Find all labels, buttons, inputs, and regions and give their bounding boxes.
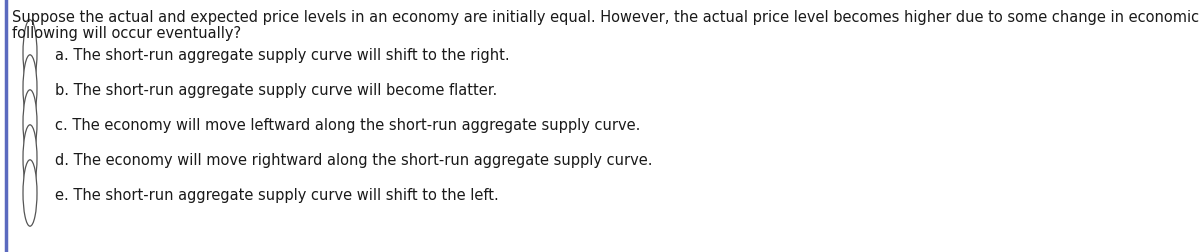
- Ellipse shape: [23, 56, 37, 122]
- Text: e. The short-run aggregate supply curve will shift to the left.: e. The short-run aggregate supply curve …: [55, 187, 499, 202]
- Text: d. The economy will move rightward along the short-run aggregate supply curve.: d. The economy will move rightward along…: [55, 152, 653, 167]
- Ellipse shape: [23, 160, 37, 226]
- Text: a. The short-run aggregate supply curve will shift to the right.: a. The short-run aggregate supply curve …: [55, 48, 510, 63]
- Text: c. The economy will move leftward along the short-run aggregate supply curve.: c. The economy will move leftward along …: [55, 117, 641, 133]
- Ellipse shape: [23, 125, 37, 192]
- Text: Suppose the actual and expected price levels in an economy are initially equal. : Suppose the actual and expected price le…: [12, 10, 1200, 25]
- Ellipse shape: [23, 21, 37, 87]
- Text: b. The short-run aggregate supply curve will become flatter.: b. The short-run aggregate supply curve …: [55, 83, 497, 98]
- Ellipse shape: [23, 90, 37, 156]
- Text: following will occur eventually?: following will occur eventually?: [12, 26, 241, 41]
